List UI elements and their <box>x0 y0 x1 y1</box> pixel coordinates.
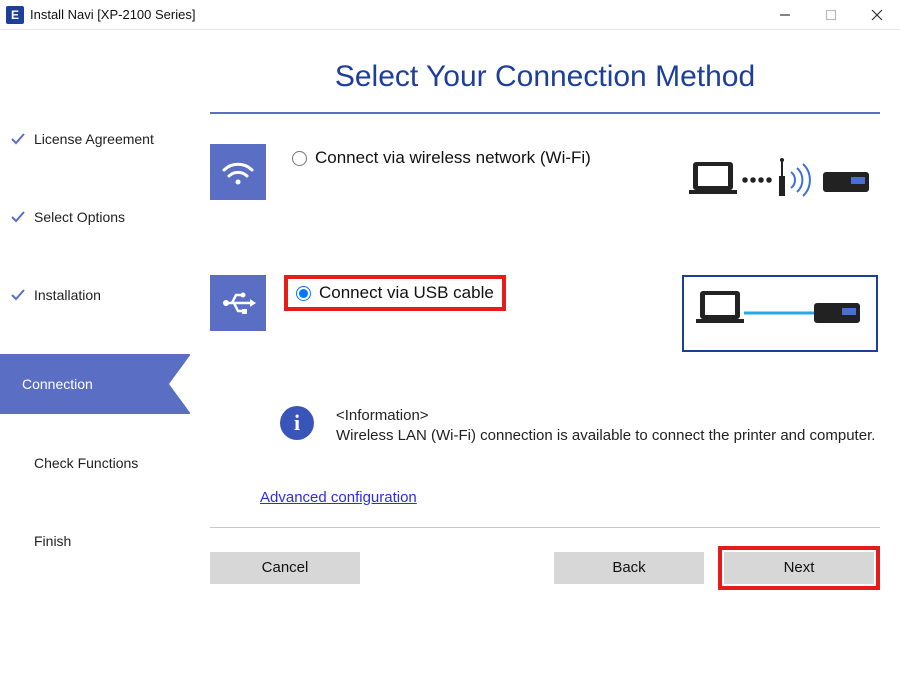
illustration-usb <box>680 275 880 351</box>
window-title: Install Navi [XP-2100 Series] <box>30 7 762 22</box>
back-button[interactable]: Back <box>554 552 704 584</box>
check-icon <box>10 287 26 303</box>
minimize-button[interactable] <box>762 0 808 29</box>
info-icon: i <box>280 406 314 440</box>
option-usb-label: Connect via USB cable <box>319 283 494 303</box>
container: License Agreement Select Options Install… <box>0 30 900 673</box>
connection-options: Connect via wireless network (Wi-Fi) <box>210 144 880 351</box>
illustration-usb-frame <box>682 275 878 352</box>
cancel-wrap: Cancel <box>210 552 360 584</box>
advanced-configuration-link[interactable]: Advanced configuration <box>260 489 417 506</box>
sidebar-step-label: Installation <box>34 287 101 303</box>
option-wifi[interactable]: Connect via wireless network (Wi-Fi) <box>284 144 680 172</box>
divider <box>210 112 880 114</box>
sidebar-step-options: Select Options <box>0 198 190 236</box>
info-heading: <Information> <box>336 406 875 426</box>
option-usb[interactable]: Connect via USB cable <box>284 275 506 311</box>
info-text: <Information> Wireless LAN (Wi-Fi) conne… <box>336 406 875 447</box>
option-usb-row: Connect via USB cable <box>210 275 880 351</box>
window-controls <box>762 0 900 29</box>
cancel-button[interactable]: Cancel <box>210 552 360 584</box>
footer: Cancel Back Next <box>210 527 880 590</box>
next-wrap: Next <box>718 546 880 590</box>
info-block: i <Information> Wireless LAN (Wi-Fi) con… <box>280 406 880 447</box>
check-icon <box>10 131 26 147</box>
radio-wifi[interactable] <box>292 151 307 166</box>
sidebar-step-installation: Installation <box>0 276 190 314</box>
check-icon <box>10 209 26 225</box>
sidebar: License Agreement Select Options Install… <box>0 30 190 673</box>
close-button[interactable] <box>854 0 900 29</box>
sidebar-step-connection: Connection <box>0 354 190 414</box>
option-wifi-label: Connect via wireless network (Wi-Fi) <box>315 148 591 168</box>
sidebar-step-check-functions: Check Functions <box>0 444 190 482</box>
sidebar-step-label: Finish <box>34 533 71 549</box>
usb-icon <box>210 275 266 331</box>
radio-usb[interactable] <box>296 286 311 301</box>
info-body: Wireless LAN (Wi-Fi) connection is avail… <box>336 426 875 446</box>
sidebar-step-label: License Agreement <box>34 131 154 147</box>
illustration-wifi <box>680 144 880 220</box>
next-button[interactable]: Next <box>724 552 874 584</box>
sidebar-step-label: Check Functions <box>34 455 138 471</box>
titlebar: E Install Navi [XP-2100 Series] <box>0 0 900 30</box>
maximize-button <box>808 0 854 29</box>
wifi-icon <box>210 144 266 200</box>
app-icon: E <box>6 6 24 24</box>
sidebar-step-finish: Finish <box>0 522 190 560</box>
sidebar-step-license: License Agreement <box>0 120 190 158</box>
page-title: Select Your Connection Method <box>210 60 880 94</box>
back-wrap: Back <box>554 552 704 584</box>
option-wifi-row: Connect via wireless network (Wi-Fi) <box>210 144 880 220</box>
sidebar-step-label: Select Options <box>34 209 125 225</box>
sidebar-step-label: Connection <box>22 376 93 392</box>
main: Select Your Connection Method Connect vi… <box>190 30 900 673</box>
